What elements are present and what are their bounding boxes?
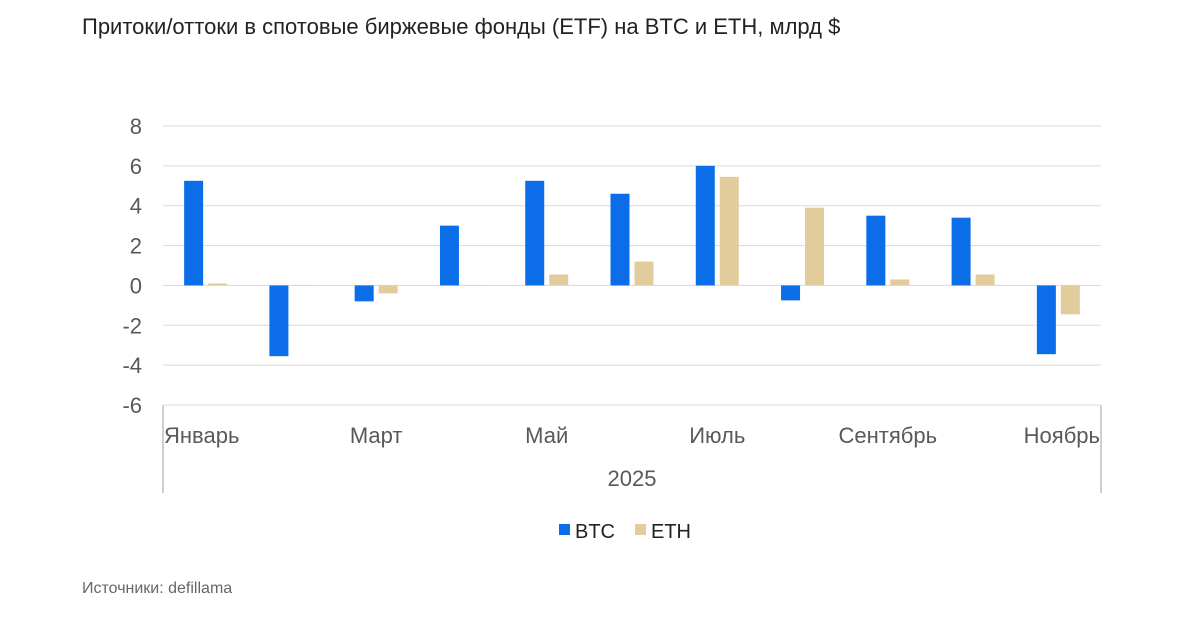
y-axis-ticks: 8 6 4 2 0 -2 -4 -6 bbox=[122, 114, 142, 418]
bar-btc-6 bbox=[610, 193, 630, 286]
legend-swatch-btc bbox=[559, 524, 570, 535]
bar-eth-5 bbox=[549, 274, 569, 286]
x-category-label: Сентябрь bbox=[839, 423, 938, 448]
legend-label-btc: BTC bbox=[575, 521, 615, 543]
x-category-label: Ноябрь bbox=[1024, 423, 1100, 448]
x-category-label: Июль bbox=[689, 423, 745, 448]
bar-eth-8 bbox=[805, 207, 825, 286]
bar-btc-9 bbox=[866, 215, 886, 286]
x-category-label: Май bbox=[525, 423, 568, 448]
x-category-label: Январь bbox=[164, 423, 239, 448]
y-tick-label: 2 bbox=[130, 234, 142, 259]
x-category-label: Март bbox=[350, 423, 403, 448]
bar-eth-9 bbox=[890, 279, 910, 286]
bar-eth-1 bbox=[208, 283, 228, 286]
bar-eth-6 bbox=[634, 261, 654, 286]
bar-btc-11 bbox=[1036, 285, 1056, 355]
y-tick-label: 4 bbox=[130, 194, 142, 219]
y-tick-label: -6 bbox=[122, 393, 142, 418]
bar-eth-11 bbox=[1060, 285, 1080, 315]
bar-eth-7 bbox=[719, 176, 739, 286]
bar-eth-2 bbox=[293, 285, 313, 286]
bars bbox=[184, 165, 1080, 357]
x-axis: Январь Март Май Июль Сентябрь Ноябрь 2025 bbox=[162, 404, 1102, 493]
x-group-label: 2025 bbox=[608, 466, 657, 491]
bar-btc-2 bbox=[269, 285, 289, 357]
bar-eth-3 bbox=[378, 285, 398, 294]
legend: BTC ETH bbox=[559, 521, 691, 543]
legend-swatch-eth bbox=[635, 524, 646, 535]
bar-btc-10 bbox=[951, 217, 971, 286]
y-tick-label: -4 bbox=[122, 353, 142, 378]
chart-title: Притоки/оттоки в спотовые биржевые фонды… bbox=[82, 14, 841, 39]
bar-btc-8 bbox=[781, 285, 801, 301]
y-tick-label: 6 bbox=[130, 154, 142, 179]
source-note: Источники: defillama bbox=[82, 580, 233, 597]
bar-eth-4 bbox=[463, 285, 483, 286]
y-tick-label: -2 bbox=[122, 313, 142, 338]
bar-btc-4 bbox=[439, 225, 459, 286]
bar-btc-5 bbox=[525, 180, 545, 286]
legend-label-eth: ETH bbox=[651, 521, 691, 543]
bar-btc-7 bbox=[695, 165, 715, 286]
bar-btc-3 bbox=[354, 285, 374, 302]
y-tick-label: 8 bbox=[130, 114, 142, 139]
bar-eth-10 bbox=[975, 274, 995, 286]
bar-btc-1 bbox=[184, 180, 204, 286]
y-tick-label: 0 bbox=[130, 273, 142, 298]
